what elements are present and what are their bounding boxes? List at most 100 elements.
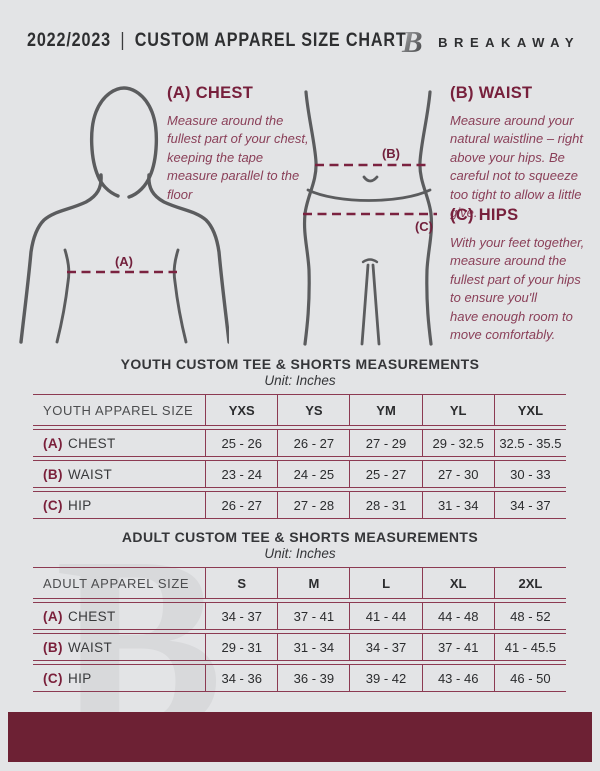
youth-size-table: YOUTH APPAREL SIZE YXS YS YM YL YXL (A) C… <box>33 391 566 522</box>
row-label: (B) WAIST <box>33 633 206 661</box>
table-row: (B) WAIST 29 - 31 31 - 34 34 - 37 37 - 41… <box>33 633 566 661</box>
upper-body-figure: (A) <box>19 86 229 344</box>
cell-value: 34 - 37 <box>205 602 278 630</box>
column-header: YOUTH APPAREL SIZE <box>33 394 206 426</box>
cell-value: 27 - 28 <box>277 491 350 519</box>
page-title: 2022/2023 | CUSTOM APPAREL SIZE CHART <box>27 30 407 52</box>
breakaway-logo-icon: B <box>394 24 423 59</box>
column-header: YXL <box>493 394 566 426</box>
waist-marker-label: (B) <box>382 146 400 161</box>
cell-value: 29 - 31 <box>205 633 278 661</box>
navel-mark <box>362 175 379 183</box>
season-label: 2022/2023 <box>27 30 112 51</box>
chest-heading: (A) CHEST <box>167 84 254 102</box>
cell-value: 26 - 27 <box>277 429 350 457</box>
column-header: L <box>349 567 422 599</box>
row-label-text: CHEST <box>67 435 116 451</box>
youth-table-unit: Unit: Inches <box>264 373 336 388</box>
hips-marker-label: (C) <box>415 219 433 234</box>
waist-guide: (B) WAIST Measure around your natural wa… <box>450 84 593 223</box>
cell-value: 46 - 50 <box>493 664 566 692</box>
waist-description: Measure around your natural waistline – … <box>450 113 583 221</box>
cell-value: 37 - 41 <box>421 633 494 661</box>
cell-value: 43 - 46 <box>421 664 494 692</box>
cell-value: 34 - 36 <box>205 664 278 692</box>
left-inseam <box>360 263 370 346</box>
brand-name: BREAKAWAY <box>438 34 580 50</box>
table-row: (A) CHEST 34 - 37 37 - 41 41 - 44 44 - 48… <box>33 602 566 630</box>
table-header-row: ADULT APPAREL SIZE S M L XL 2XL <box>33 567 566 599</box>
youth-table-title: YOUTH CUSTOM TEE & SHORTS MEASUREMENTS <box>120 356 480 372</box>
adult-size-table: ADULT APPAREL SIZE S M L XL 2XL (A) CHEST… <box>33 564 566 695</box>
right-inseam <box>371 263 381 346</box>
table-row: (B) WAIST 23 - 24 24 - 25 25 - 27 27 - 30… <box>33 460 566 488</box>
row-prefix: (A) <box>43 435 63 451</box>
row-label: (A) CHEST <box>33 429 206 457</box>
svg-text:B: B <box>401 24 423 59</box>
table-header-row: YOUTH APPAREL SIZE YXS YS YM YL YXL <box>33 394 566 426</box>
cell-value: 23 - 24 <box>205 460 278 488</box>
row-prefix: (C) <box>43 497 63 513</box>
lower-body-figure: (B) (C) <box>302 90 437 346</box>
cell-value: 39 - 42 <box>349 664 422 692</box>
table-row: (C) HIP 26 - 27 27 - 28 28 - 31 31 - 34 3… <box>33 491 566 519</box>
row-label: (C) HIP <box>33 664 206 692</box>
cell-value: 31 - 34 <box>277 633 350 661</box>
cell-value: 27 - 30 <box>421 460 494 488</box>
row-label-text: CHEST <box>67 608 116 624</box>
row-label-text: HIP <box>67 497 92 513</box>
cell-value: 41 - 45.5 <box>493 633 566 661</box>
cell-value: 48 - 52 <box>493 602 566 630</box>
row-prefix: (C) <box>43 670 63 686</box>
column-header: YL <box>421 394 494 426</box>
hip-curve <box>306 188 432 202</box>
row-label-text: HIP <box>67 670 92 686</box>
chest-description: Measure around the fullest part of your … <box>167 113 309 202</box>
cell-value: 32.5 - 35.5 <box>493 429 566 457</box>
cell-value: 37 - 41 <box>277 602 350 630</box>
footer-bar <box>8 712 592 762</box>
hips-heading: (C) HIPS <box>450 206 519 224</box>
hips-description: With your feet together, measure around … <box>450 235 585 343</box>
hips-guide: (C) HIPS With your feet together, measur… <box>450 206 595 345</box>
row-label-text: WAIST <box>67 639 113 655</box>
row-label: (C) HIP <box>33 491 206 519</box>
chest-marker-label: (A) <box>115 254 133 269</box>
cell-value: 25 - 27 <box>349 460 422 488</box>
cell-value: 34 - 37 <box>349 633 422 661</box>
column-header: ADULT APPAREL SIZE <box>33 567 206 599</box>
left-inner-arm <box>55 248 71 344</box>
cell-value: 41 - 44 <box>349 602 422 630</box>
row-label: (B) WAIST <box>33 460 206 488</box>
cell-value: 31 - 34 <box>421 491 494 519</box>
adult-table-title: ADULT CUSTOM TEE & SHORTS MEASUREMENTS <box>121 529 479 545</box>
cell-value: 27 - 29 <box>349 429 422 457</box>
title-separator: | <box>120 30 126 51</box>
title-label: CUSTOM APPAREL SIZE CHART <box>134 30 407 51</box>
waist-heading: (B) WAIST <box>450 84 533 102</box>
cell-value: 29 - 32.5 <box>421 429 494 457</box>
column-header: 2XL <box>493 567 566 599</box>
cell-value: 28 - 31 <box>349 491 422 519</box>
row-prefix: (A) <box>43 608 63 624</box>
column-header: YXS <box>205 394 278 426</box>
right-torso-leg-outline <box>418 90 434 346</box>
row-label-text: WAIST <box>67 466 113 482</box>
table-row: (A) CHEST 25 - 26 26 - 27 27 - 29 29 - 32… <box>33 429 566 457</box>
adult-table-unit: Unit: Inches <box>264 546 336 561</box>
column-header: YS <box>277 394 350 426</box>
right-shoulder-arm <box>147 173 229 344</box>
column-header: M <box>277 567 350 599</box>
cell-value: 26 - 27 <box>205 491 278 519</box>
row-label: (A) CHEST <box>33 602 206 630</box>
cell-value: 24 - 25 <box>277 460 350 488</box>
row-prefix: (B) <box>43 639 63 655</box>
column-header: XL <box>421 567 494 599</box>
right-inner-arm <box>172 248 188 344</box>
brand-lockup: B BREAKAWAY <box>393 24 580 60</box>
column-header: S <box>205 567 278 599</box>
row-prefix: (B) <box>43 466 63 482</box>
jaw-outline <box>96 174 120 198</box>
cell-value: 25 - 26 <box>205 429 278 457</box>
